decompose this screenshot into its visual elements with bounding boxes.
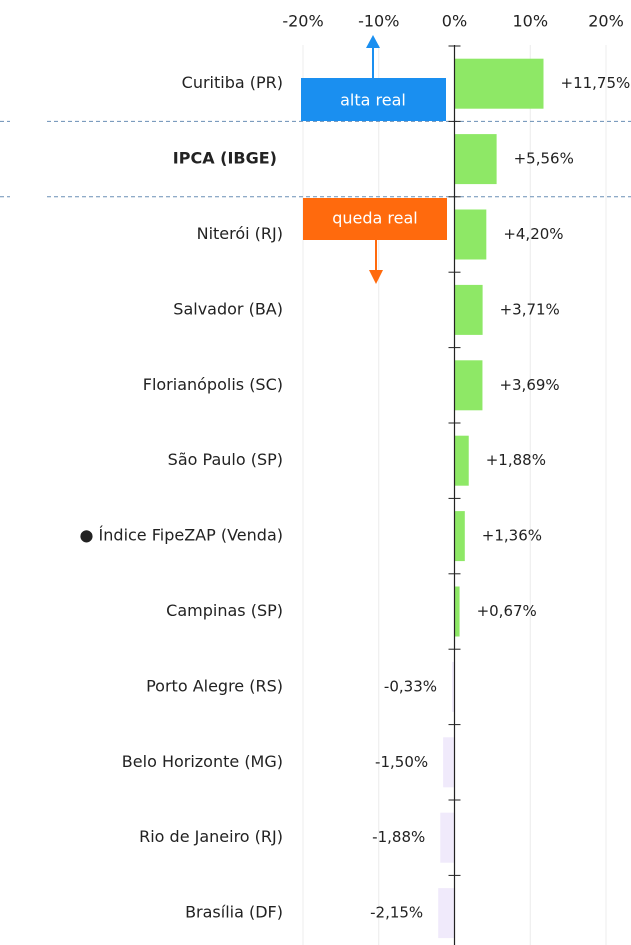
category-label: Niterói (RJ) bbox=[197, 224, 283, 243]
annotation: queda real bbox=[332, 209, 418, 228]
category-label: Curitiba (PR) bbox=[182, 73, 283, 92]
value-label: -1,88% bbox=[372, 828, 425, 846]
bar bbox=[454, 284, 483, 335]
value-label: +0,67% bbox=[477, 602, 537, 620]
value-label: +11,75% bbox=[561, 74, 631, 92]
category-label: Porto Alegre (RS) bbox=[146, 676, 283, 695]
x-tick-label: 20% bbox=[588, 12, 624, 31]
bar bbox=[454, 58, 544, 109]
category-label: Belo Horizonte (MG) bbox=[122, 752, 283, 771]
annotation: alta real bbox=[340, 91, 406, 110]
category-label: Rio de Janeiro (RJ) bbox=[139, 827, 283, 846]
x-tick-label: -10% bbox=[358, 12, 399, 31]
x-tick-label: -20% bbox=[282, 12, 323, 31]
annotation-box bbox=[303, 198, 447, 240]
value-label: +1,36% bbox=[482, 527, 542, 545]
value-label: +3,69% bbox=[499, 376, 559, 394]
bar bbox=[454, 511, 465, 562]
value-label: -2,15% bbox=[370, 904, 423, 922]
bar bbox=[452, 661, 455, 712]
bar bbox=[454, 435, 469, 486]
bar bbox=[454, 586, 460, 637]
category-label: Campinas (SP) bbox=[166, 601, 283, 620]
annotation-box bbox=[301, 78, 446, 121]
bar bbox=[443, 737, 455, 788]
arrow-head bbox=[366, 35, 380, 48]
category-label: ● Índice FipeZAP (Venda) bbox=[80, 526, 284, 545]
category-label: Florianópolis (SC) bbox=[143, 375, 283, 394]
value-label: -1,50% bbox=[375, 753, 428, 771]
bar bbox=[454, 209, 487, 260]
value-label: -0,33% bbox=[384, 677, 437, 695]
category-label: IPCA (IBGE) bbox=[173, 149, 277, 168]
value-label: +1,88% bbox=[486, 451, 546, 469]
category-label: Brasília (DF) bbox=[185, 903, 283, 922]
category-label: Salvador (BA) bbox=[173, 299, 283, 318]
value-label: +3,71% bbox=[500, 300, 560, 318]
category-label: São Paulo (SP) bbox=[168, 450, 283, 469]
value-label: +5,56% bbox=[514, 150, 574, 168]
bar bbox=[438, 888, 455, 939]
bar bbox=[454, 134, 497, 185]
arrow-head bbox=[369, 270, 383, 284]
bar bbox=[454, 360, 483, 411]
bar bbox=[440, 812, 455, 863]
x-tick-label: 10% bbox=[512, 12, 548, 31]
x-tick-label: 0% bbox=[442, 12, 467, 31]
value-label: +4,20% bbox=[503, 225, 563, 243]
